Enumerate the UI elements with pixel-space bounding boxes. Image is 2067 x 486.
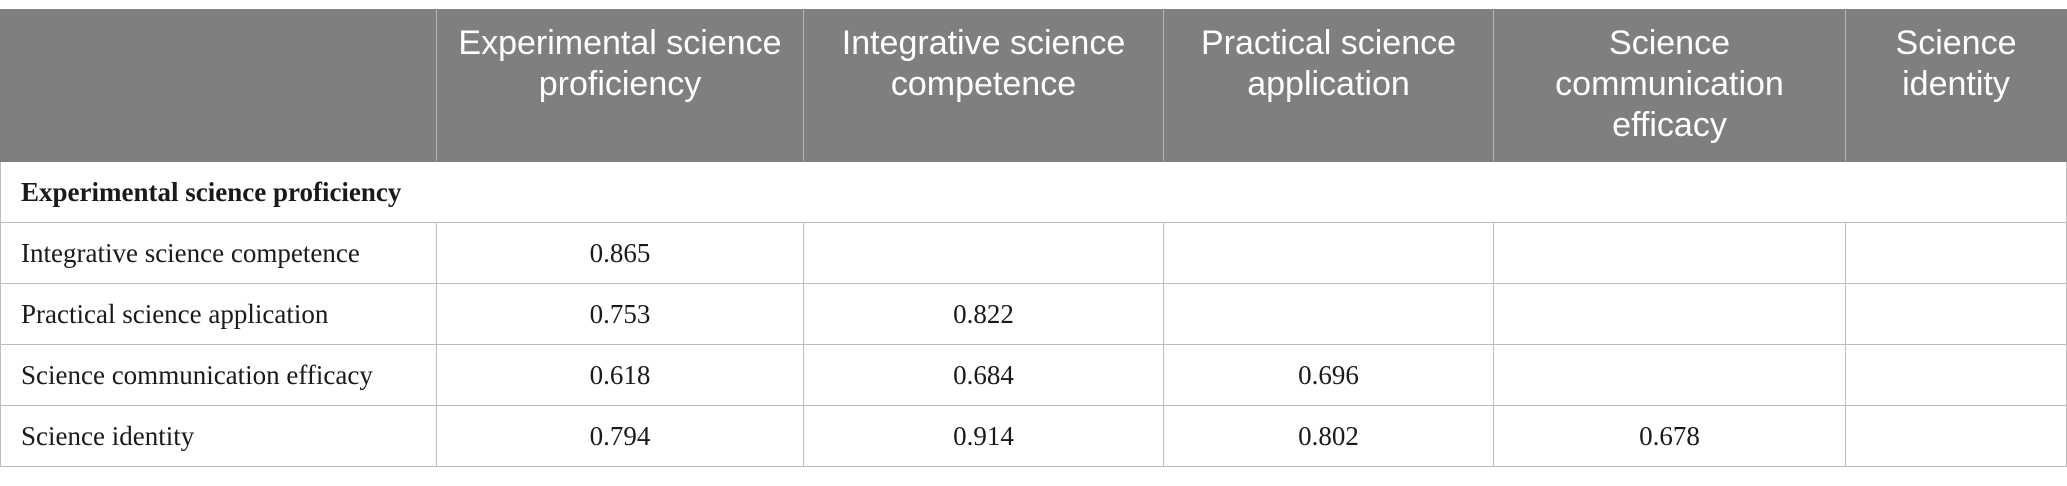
table-cell: 0.865: [436, 222, 804, 284]
table-row: Science identity 0.794 0.914 0.802 0.678: [0, 405, 2067, 467]
section-label: Experimental science proficiency: [0, 161, 2067, 223]
table-row: Integrative science competence 0.865: [0, 222, 2067, 284]
table-cell: [1845, 344, 2067, 406]
table-row: Practical science application 0.753 0.82…: [0, 283, 2067, 345]
table-cell: [1493, 283, 1846, 345]
table-cell: 0.684: [803, 344, 1164, 406]
table-cell: 0.678: [1493, 405, 1846, 467]
table-cell: [1845, 222, 2067, 284]
header-experimental-science-proficiency: Experimental science proficiency: [436, 9, 804, 162]
section-row: Experimental science proficiency: [0, 161, 2067, 223]
table-row: Science communication efficacy 0.618 0.6…: [0, 344, 2067, 406]
table-cell: 0.822: [803, 283, 1164, 345]
table-cell: 0.914: [803, 405, 1164, 467]
row-label: Science communication efficacy: [0, 344, 437, 406]
header-science-communication-efficacy: Science communication efficacy: [1493, 9, 1846, 162]
table-cell: [1845, 405, 2067, 467]
header-practical-science-application: Practical science application: [1163, 9, 1494, 162]
header-science-identity: Science identity: [1845, 9, 2067, 162]
table-cell: 0.618: [436, 344, 804, 406]
header-integrative-science-competence: Integrative science competence: [803, 9, 1164, 162]
correlation-table-container: Experimental science proficiency Integra…: [0, 9, 2067, 467]
table-cell: 0.802: [1163, 405, 1494, 467]
table-cell: [803, 222, 1164, 284]
table-cell: 0.753: [436, 283, 804, 345]
table-cell: 0.696: [1163, 344, 1494, 406]
correlation-table: Experimental science proficiency Integra…: [0, 9, 2067, 467]
table-cell: [1845, 283, 2067, 345]
header-row: Experimental science proficiency Integra…: [0, 9, 2067, 162]
table-cell: 0.794: [436, 405, 804, 467]
row-label: Integrative science competence: [0, 222, 437, 284]
table-cell: [1493, 222, 1846, 284]
table-cell: [1163, 222, 1494, 284]
row-label: Science identity: [0, 405, 437, 467]
table-cell: [1493, 344, 1846, 406]
header-cell-empty: [0, 9, 437, 162]
table-cell: [1163, 283, 1494, 345]
row-label: Practical science application: [0, 283, 437, 345]
